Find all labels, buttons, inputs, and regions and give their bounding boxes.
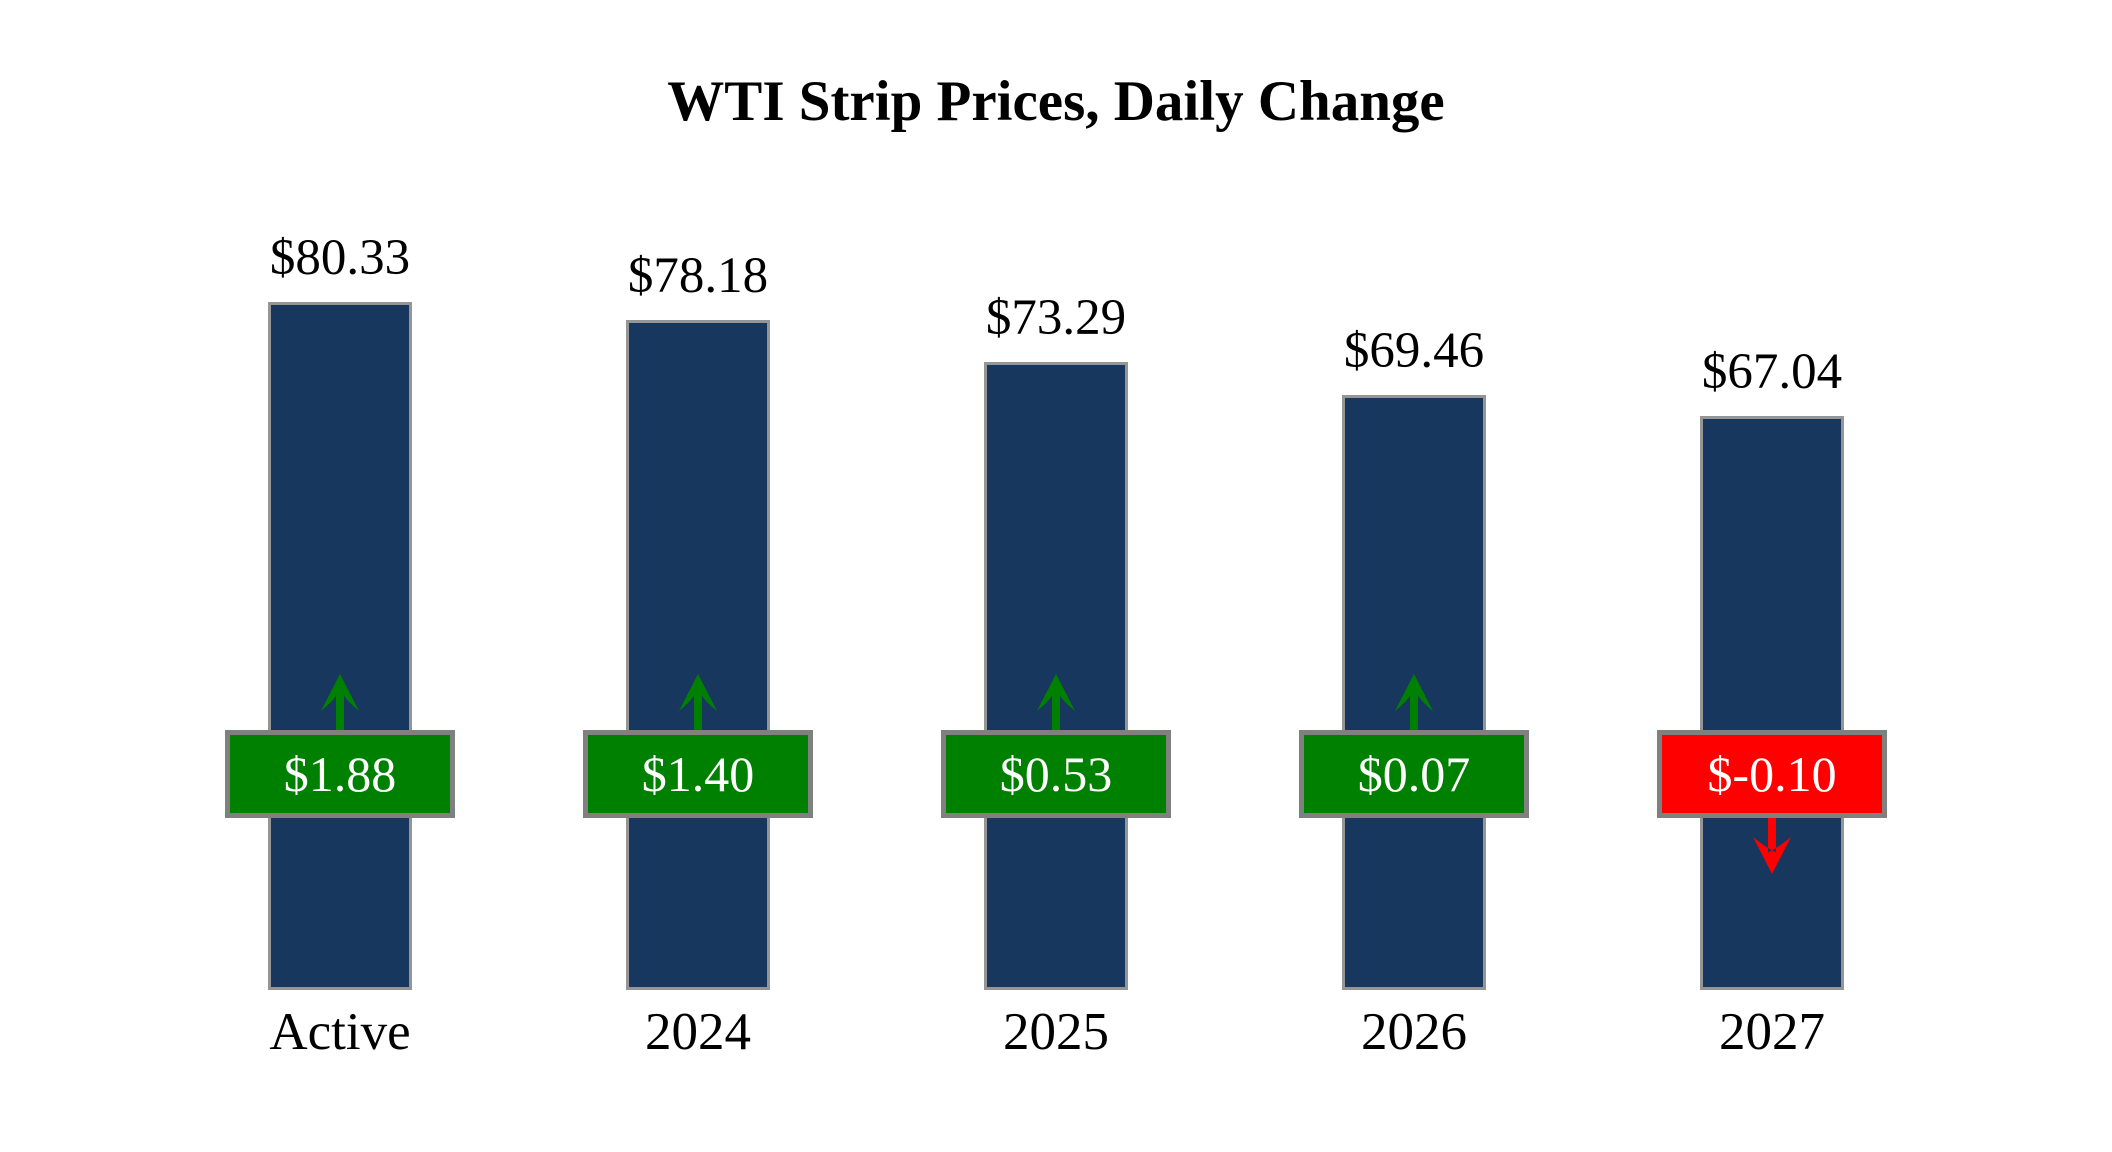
price-label: $67.04 [1701,344,1843,400]
price-label: $69.46 [1343,323,1485,379]
category-label: Active [269,1003,411,1061]
change-arrow-up-icon [1037,674,1075,732]
category-label: 2024 [645,1003,751,1061]
change-badge: $1.88 [225,730,455,818]
category-label: 2026 [1361,1003,1467,1061]
change-badge: $-0.10 [1657,730,1887,818]
bar [268,302,412,990]
bar [1342,395,1486,990]
chart-title: WTI Strip Prices, Daily Change [667,70,1445,133]
price-label: $80.33 [269,230,411,286]
price-label: $73.29 [985,290,1127,346]
category-label: 2025 [1003,1003,1109,1061]
price-label: $78.18 [627,248,769,304]
category-label: 2027 [1719,1003,1825,1061]
change-badge: $0.07 [1299,730,1529,818]
change-arrow-up-icon [321,674,359,732]
change-arrow-up-icon [679,674,717,732]
change-arrow-down-icon [1753,816,1791,874]
bar [626,320,770,990]
bar [1700,416,1844,990]
change-badge: $1.40 [583,730,813,818]
change-arrow-up-icon [1395,674,1433,732]
change-badge: $0.53 [941,730,1171,818]
